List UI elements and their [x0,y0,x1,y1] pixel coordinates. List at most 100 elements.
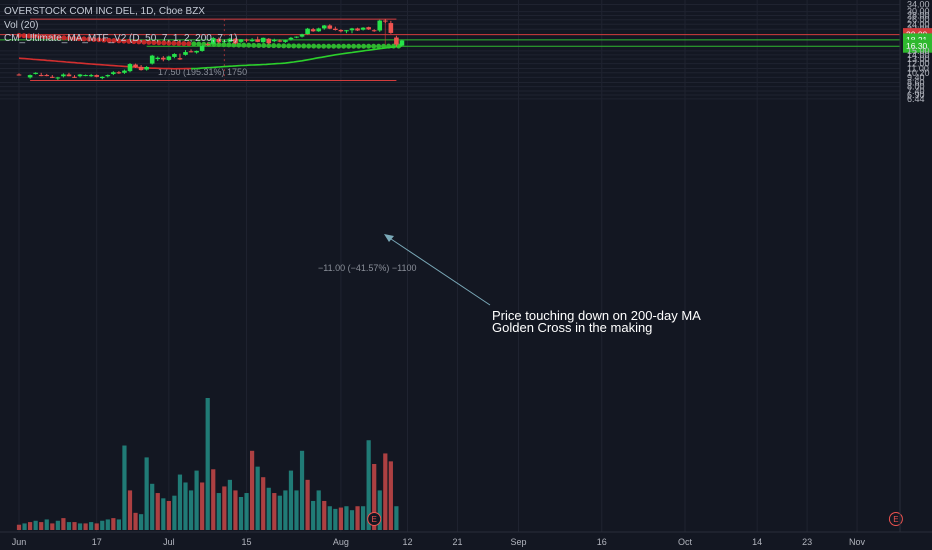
candle-body[interactable] [233,38,238,44]
candle-body[interactable] [210,38,216,44]
time-tick-label: Jul [163,537,175,547]
candle-body[interactable] [116,72,122,74]
time-tick-label: 21 [452,537,462,547]
candle-body[interactable] [122,70,127,73]
symbol-title[interactable]: OVERSTOCK COM INC DEL, 1D, Cboe BZX [4,6,205,17]
candle-body[interactable] [288,37,294,40]
candle-body[interactable] [94,75,99,77]
volume-bar [16,524,22,530]
candle-body[interactable] [371,30,377,32]
candle-body[interactable] [183,52,188,55]
candle-body[interactable] [83,75,88,77]
candle-body[interactable] [399,40,405,46]
candle-body[interactable] [216,39,222,43]
candle-body[interactable] [77,74,83,77]
candle-body[interactable] [111,72,116,74]
candle-body[interactable] [227,38,233,42]
candle-body[interactable] [27,75,33,78]
indicator-legend[interactable]: CM_Ultimate_MA_MTF_V2 (D, 50, 7, 1, 2, 2… [4,33,238,44]
time-tick-label: 15 [242,537,252,547]
candle-body[interactable] [138,66,144,71]
candle-body[interactable] [349,28,355,31]
volume-bar [172,495,177,530]
candle-body[interactable] [99,76,105,79]
price-tick-label: 9.40 [907,72,925,82]
candle-body[interactable] [249,39,255,42]
note-annotation[interactable]: Price touching down on 200-day MA Golden… [384,234,701,335]
candle-body[interactable] [222,40,227,42]
volume-bar [177,474,183,530]
candle-body[interactable] [149,55,155,64]
candle-body[interactable] [321,25,327,29]
candle-body[interactable] [255,39,260,42]
candle-body[interactable] [66,74,72,77]
candle-body[interactable] [72,76,77,78]
candle-body[interactable] [194,50,199,53]
volume-bar [311,500,316,530]
candle-body[interactable] [33,72,38,74]
volume-bar [388,461,393,530]
time-tick-label: Oct [678,537,693,547]
candle-body[interactable] [310,29,316,32]
candle-body[interactable] [188,51,194,53]
candle-body[interactable] [388,23,394,33]
candle-body[interactable] [377,20,383,31]
candle-body[interactable] [55,77,61,79]
candle-body[interactable] [360,27,366,30]
volume-bar [216,493,221,530]
candle-body[interactable] [355,28,360,31]
candle-body[interactable] [283,40,288,42]
price-axis[interactable]: 34.0030.0028.0026.0024.0022.0020.0018.21… [899,0,932,532]
candle-body[interactable] [161,57,166,60]
candle-body[interactable] [327,25,333,29]
candlesticks[interactable] [16,19,405,80]
candle-body[interactable] [177,58,183,60]
candle-body[interactable] [299,34,305,37]
candle-body[interactable] [172,54,177,57]
candle-body[interactable] [133,64,138,67]
candle-body[interactable] [305,28,310,35]
time-axis[interactable]: Jun17Jul15Aug1221Sep16Oct1423Nov1825 [0,531,932,547]
price-range-measure[interactable]: 17.50 (195.31%) 1750 −11.00 (−41.57%) −1… [30,18,417,273]
volume-legend[interactable]: Vol (20) [4,20,39,31]
ma200-line [16,32,402,49]
candle-body[interactable] [44,75,50,77]
candle-body[interactable] [88,75,94,77]
ma200-dot [241,42,247,48]
candle-body[interactable] [205,44,210,46]
candle-body[interactable] [338,29,344,32]
candle-body[interactable] [277,40,283,42]
volume-bar [77,523,83,530]
candle-body[interactable] [260,37,266,43]
candle-body[interactable] [16,74,22,76]
earnings-marker[interactable] [367,512,382,526]
volume-bar [127,490,133,530]
ma200-dot [121,38,127,44]
candle-body[interactable] [238,39,244,42]
price-tag-bg[interactable] [903,39,932,53]
candle-body[interactable] [333,28,338,30]
candle-body[interactable] [127,64,133,72]
candle-body[interactable] [272,39,277,42]
earnings-marker[interactable] [888,512,903,526]
note-arrow-line [387,236,491,306]
candle-body[interactable] [155,57,161,60]
candle-body[interactable] [61,74,66,77]
candle-body[interactable] [105,75,111,77]
candle-body[interactable] [166,56,172,60]
candle-body[interactable] [266,38,272,44]
candle-body[interactable] [244,39,249,41]
candle-body[interactable] [344,30,349,32]
candle-body[interactable] [394,37,399,45]
candle-body[interactable] [316,28,321,32]
candle-body[interactable] [383,20,388,22]
candle-body[interactable] [366,27,371,30]
candle-body[interactable] [294,36,299,38]
volume-bar [166,500,171,530]
candle-body[interactable] [38,75,44,77]
candle-body[interactable] [144,66,149,70]
candle-body[interactable] [50,76,55,78]
candle-body[interactable] [199,45,205,51]
